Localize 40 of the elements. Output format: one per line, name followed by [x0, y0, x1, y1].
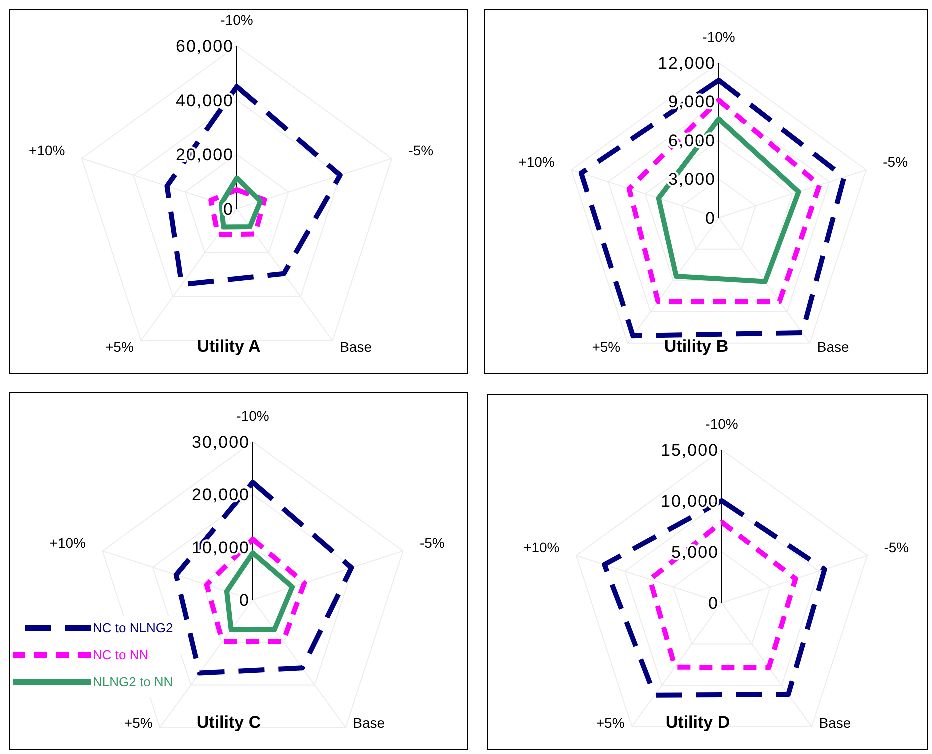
spoke-label: -5% — [883, 154, 908, 170]
spoke-label: +10% — [524, 540, 560, 556]
text: NC to NN — [93, 648, 149, 663]
spoke-label: Base — [353, 715, 386, 731]
spoke-label: +10% — [29, 142, 66, 158]
spoke-label: +5% — [105, 339, 134, 355]
spoke-label: +5% — [124, 715, 153, 731]
text: Utility D — [666, 713, 730, 732]
spoke-label: -10% — [706, 416, 738, 432]
spoke-label: Base — [819, 715, 852, 731]
y-tick-label: 10,000 — [661, 492, 719, 511]
y-tick-label: 12,000 — [658, 54, 716, 73]
y-tick-label: 9,000 — [668, 92, 716, 112]
spoke-label: +10% — [518, 154, 555, 170]
text: Utility A — [197, 337, 261, 356]
spoke-label: Base — [340, 339, 372, 355]
y-tick-label: 5,000 — [671, 542, 719, 562]
spoke-label: -5% — [884, 540, 910, 556]
text: Utility B — [664, 337, 729, 356]
text: Utility C — [196, 713, 262, 732]
spoke-label: +5% — [592, 339, 621, 355]
spoke-label: -5% — [420, 535, 445, 552]
y-tick-label: 15,000 — [661, 440, 719, 460]
y-tick-label: 30,000 — [192, 432, 250, 452]
y-tick-label: 40,000 — [176, 91, 234, 110]
series-label: NC to NLNG2 — [93, 620, 174, 636]
spoke-label: -5% — [408, 142, 434, 158]
y-tick-label: 0 — [240, 590, 250, 610]
spoke-label: -10% — [236, 408, 270, 424]
spoke-label: +10% — [50, 535, 86, 552]
y-tick-label: 60,000 — [176, 36, 234, 56]
y-tick-label: 20,000 — [192, 486, 250, 505]
spoke-label: Base — [817, 339, 850, 355]
spoke-label: -10% — [702, 28, 736, 45]
text: NLNG2 to NN — [93, 674, 174, 690]
y-tick-label: 0 — [706, 208, 716, 228]
spoke-label: +5% — [596, 715, 625, 731]
y-tick-label: 0 — [224, 200, 234, 219]
spoke-label: -10% — [220, 12, 254, 28]
y-tick-label: 0 — [708, 594, 719, 613]
